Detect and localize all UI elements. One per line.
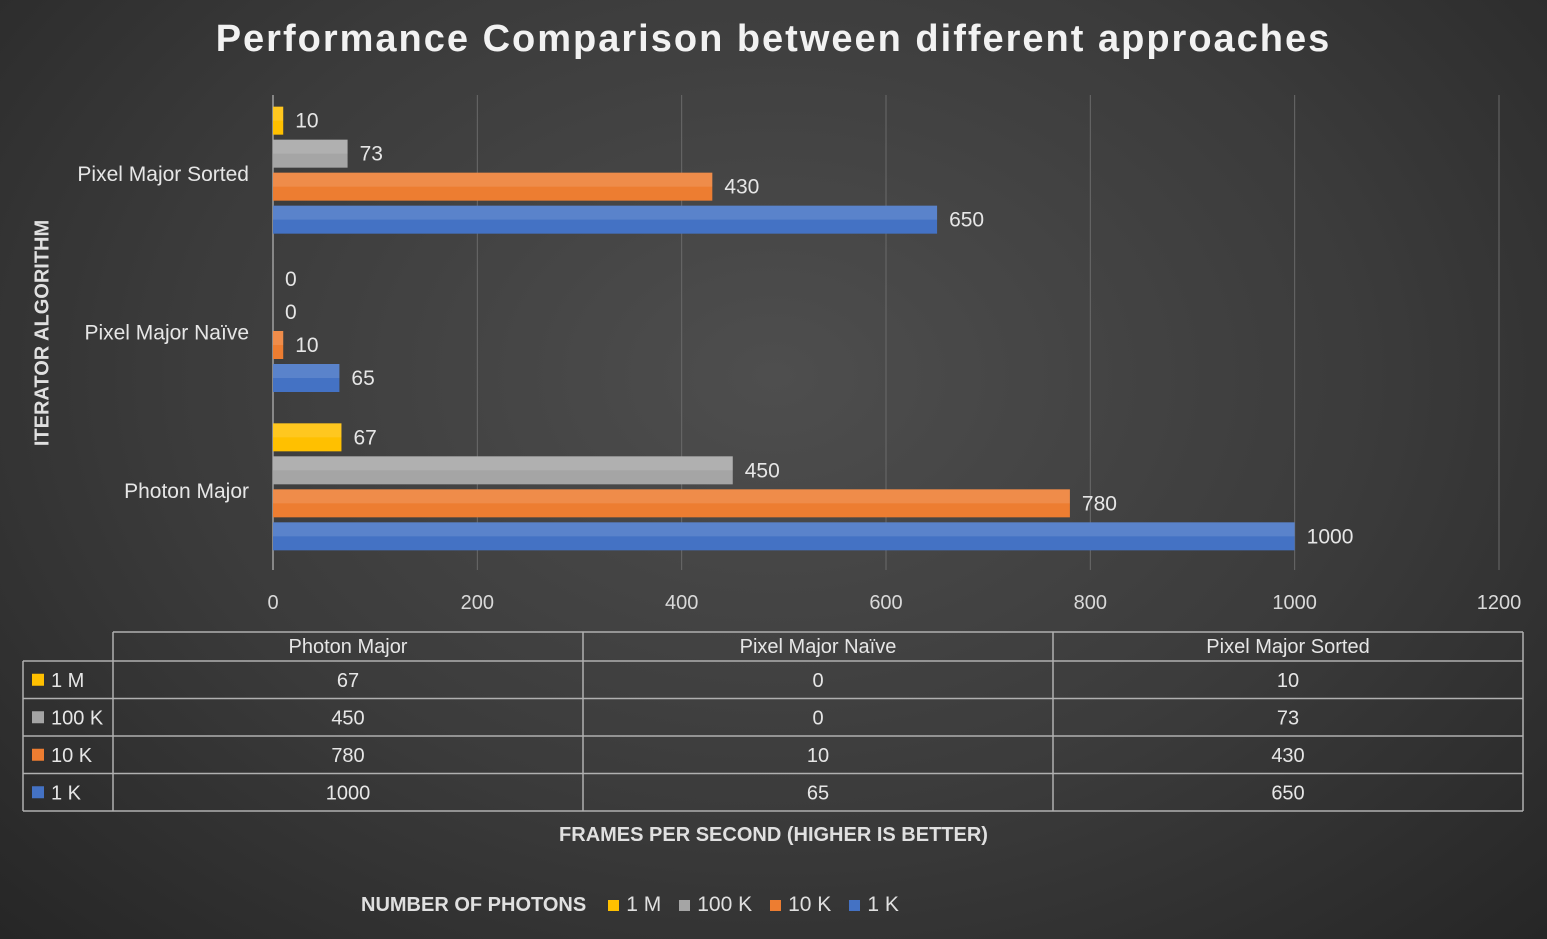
x-tick-label: 1200 [1477, 592, 1522, 614]
table-cell: 10 [807, 745, 829, 767]
legend-entry: 100 K [679, 893, 752, 917]
data-label: 1000 [1307, 525, 1354, 548]
bar-highlight [273, 139, 348, 154]
data-label: 67 [353, 426, 376, 449]
table-cell: 450 [331, 707, 364, 729]
x-tick-label: 400 [665, 592, 698, 614]
bar-highlight [273, 205, 938, 220]
table-cell: 73 [1277, 707, 1299, 729]
legend-label: 1 K [867, 893, 899, 916]
bar [273, 139, 348, 168]
x-tick-label: 200 [461, 592, 494, 614]
data-label: 650 [949, 209, 984, 232]
category-label: Photon Major [124, 480, 249, 503]
data-label: 10 [295, 110, 318, 133]
table-header-cell: Pixel Major Sorted [1206, 636, 1369, 658]
x-tick-label: 0 [267, 592, 278, 614]
bar [273, 331, 284, 359]
table-legend-swatch [32, 673, 44, 686]
data-label: 430 [724, 176, 759, 199]
table-cell: 10 [1277, 670, 1299, 692]
legend-entry: 1 K [849, 893, 899, 917]
x-tick-label: 1000 [1272, 592, 1317, 614]
data-label: 780 [1082, 492, 1117, 515]
table-cell: 0 [812, 707, 823, 729]
bar-highlight [273, 364, 340, 378]
table-legend-swatch [32, 711, 44, 724]
table-row-label: 100 K [51, 707, 104, 729]
table-cell: 67 [337, 670, 359, 692]
table-cell: 650 [1271, 782, 1304, 804]
bar [273, 522, 1295, 551]
legend-entry: 1 M [608, 893, 661, 917]
bar-highlight [273, 489, 1070, 504]
data-label: 0 [285, 301, 297, 324]
legend-entry: 10 K [770, 893, 831, 917]
bar-highlight [273, 423, 342, 438]
legend: NUMBER OF PHOTONS 1 M 100 K 10 K 1 K [361, 893, 917, 917]
legend-swatch [849, 899, 861, 911]
table-cell: 65 [807, 782, 829, 804]
data-label: 10 [295, 334, 318, 357]
table-cell: 1000 [326, 782, 371, 804]
table-legend-swatch [32, 748, 44, 761]
table-legend-swatch [32, 786, 44, 799]
bar [273, 106, 284, 135]
legend-title: NUMBER OF PHOTONS [361, 893, 587, 916]
data-label: 73 [360, 143, 383, 166]
table-header-cell: Photon Major [289, 636, 408, 658]
table-cell: 430 [1271, 745, 1304, 767]
bar [273, 489, 1070, 518]
legend-swatch [679, 899, 691, 911]
legend-swatch [770, 899, 782, 911]
legend-label: 100 K [697, 893, 753, 916]
data-label: 450 [745, 459, 780, 482]
category-label: Pixel Major Naïve [84, 322, 249, 345]
table-cell: 780 [331, 745, 364, 767]
x-axis-title: FRAMES PER SECOND (HIGHER IS BETTER) [559, 824, 988, 846]
data-label: 65 [351, 367, 374, 390]
legend-label: 10 K [788, 893, 832, 916]
legend-label: 1 M [626, 893, 662, 916]
bar-highlight [273, 456, 733, 471]
bar-highlight [273, 106, 284, 121]
bar [273, 205, 938, 234]
bar-highlight [273, 522, 1295, 537]
table-row-label: 10 K [51, 745, 93, 767]
bar-highlight [273, 331, 284, 345]
bar [273, 172, 713, 201]
category-label: Pixel Major Sorted [77, 163, 249, 186]
table-cell: 0 [812, 670, 823, 692]
bar [273, 423, 342, 452]
bar-highlight [273, 172, 713, 187]
bar [273, 456, 733, 485]
legend-swatch [608, 899, 620, 911]
table-row-label: 1 M [51, 670, 84, 692]
x-tick-label: 600 [869, 592, 902, 614]
chart-title: Performance Comparison between different… [215, 18, 1332, 60]
table-header-cell: Pixel Major Naïve [740, 636, 897, 658]
x-tick-label: 800 [1074, 592, 1107, 614]
table-row-label: 1 K [51, 782, 82, 804]
bar [273, 364, 340, 392]
data-label: 0 [285, 268, 297, 291]
